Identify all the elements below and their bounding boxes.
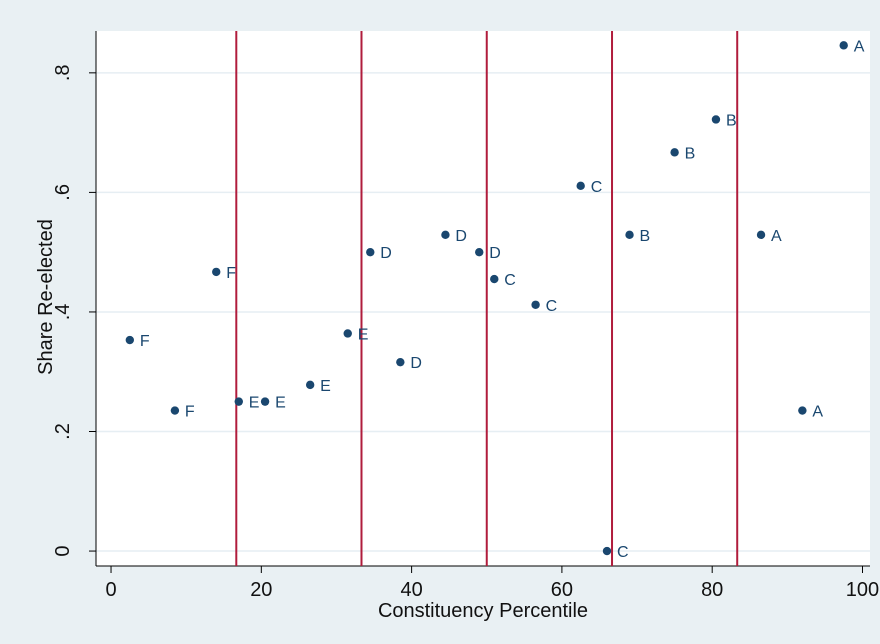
- data-point: [490, 274, 499, 284]
- data-point: [366, 247, 375, 257]
- data-point: [125, 335, 135, 345]
- point-label: A: [771, 228, 782, 245]
- point-label: A: [854, 38, 865, 55]
- x-tick-label: 0: [105, 579, 116, 601]
- point-label: E: [275, 395, 286, 412]
- data-point: [839, 41, 848, 50]
- point-label: E: [320, 378, 331, 395]
- x-tick-label: 60: [551, 579, 573, 601]
- point-label: A: [812, 404, 823, 421]
- x-tick-label: 20: [250, 579, 272, 601]
- data-point: [475, 247, 484, 257]
- data-point: [576, 181, 585, 191]
- point-label: B: [726, 112, 737, 129]
- point-label: E: [249, 395, 260, 412]
- data-point: [396, 357, 405, 367]
- point-label: F: [185, 404, 195, 421]
- y-tick-label: .6: [52, 184, 74, 201]
- point-label: D: [455, 228, 467, 245]
- point-label: D: [410, 355, 422, 372]
- y-axis-label: Share Re-elected: [35, 219, 57, 375]
- plot-background: [96, 31, 870, 566]
- x-axis-label: Constituency Percentile: [378, 600, 588, 622]
- data-point: [305, 380, 315, 390]
- point-label: F: [226, 265, 236, 282]
- point-label: C: [546, 298, 558, 315]
- y-tick-label: .2: [52, 423, 74, 440]
- point-label: C: [617, 544, 629, 561]
- x-tick-label: 100: [846, 579, 879, 601]
- data-point: [441, 230, 450, 240]
- point-label: E: [358, 326, 369, 343]
- y-tick-label: .4: [52, 304, 74, 321]
- data-point: [625, 230, 634, 240]
- point-label: C: [591, 179, 603, 196]
- point-label: B: [640, 228, 651, 245]
- point-label: D: [380, 245, 392, 262]
- y-tick-label: .8: [52, 64, 74, 81]
- data-point: [670, 148, 679, 157]
- point-label: B: [685, 145, 696, 162]
- data-point: [711, 115, 721, 124]
- data-point: [343, 329, 352, 338]
- point-label: D: [489, 245, 501, 262]
- data-point: [531, 300, 540, 309]
- data-point: [260, 397, 270, 406]
- data-point: [170, 406, 180, 415]
- x-tick-label: 40: [400, 579, 422, 601]
- y-tick-label: 0: [52, 545, 74, 556]
- x-tick-label: 80: [701, 579, 723, 601]
- data-point: [798, 406, 807, 415]
- point-label: C: [504, 272, 516, 289]
- data-point: [602, 546, 612, 556]
- data-point: [212, 267, 221, 277]
- data-point: [234, 397, 243, 406]
- point-label: F: [140, 333, 150, 350]
- data-point: [756, 230, 766, 240]
